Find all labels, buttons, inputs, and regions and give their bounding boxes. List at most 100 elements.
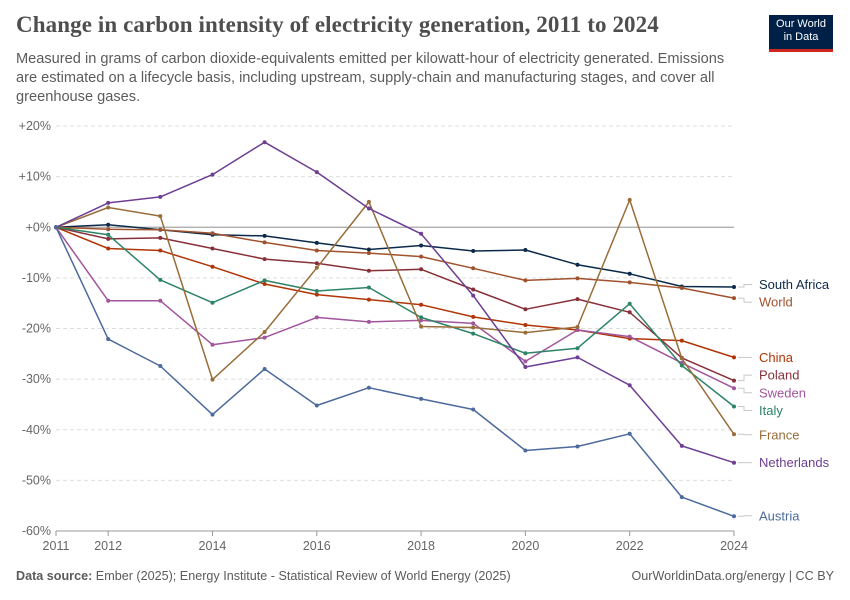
- data-point: [366, 285, 371, 290]
- data-point: [419, 324, 424, 329]
- series-south-africa: [54, 222, 736, 289]
- data-point: [106, 222, 111, 227]
- x-tick-label: 2016: [303, 539, 331, 553]
- data-point: [210, 231, 215, 236]
- data-source: Data source: Ember (2025); Energy Instit…: [16, 569, 511, 583]
- data-point: [314, 403, 319, 408]
- owid-logo[interactable]: Our World in Data: [769, 15, 833, 52]
- data-point: [575, 276, 580, 281]
- data-point: [471, 321, 476, 326]
- y-tick-label: -20%: [22, 322, 51, 336]
- series-label: China: [759, 350, 794, 365]
- y-tick-label: -10%: [22, 271, 51, 285]
- data-point: [523, 351, 528, 356]
- chart-title: Change in carbon intensity of electricit…: [16, 12, 659, 37]
- data-point: [106, 227, 111, 232]
- data-point: [262, 330, 267, 334]
- data-point: [158, 364, 163, 368]
- data-point: [471, 249, 476, 253]
- x-tick-label: 2014: [199, 539, 227, 553]
- data-point: [262, 278, 267, 283]
- data-point: [210, 377, 215, 382]
- data-point: [419, 318, 424, 323]
- series-label: Italy: [759, 403, 783, 418]
- data-point: [314, 315, 319, 320]
- source-url[interactable]: OurWorldinData.org/energy | CC BY: [631, 569, 834, 583]
- data-point: [627, 280, 632, 285]
- series-line: [55, 226, 735, 299]
- data-point: [732, 432, 736, 437]
- data-point: [627, 271, 632, 276]
- series-france: [54, 197, 736, 437]
- series-label: France: [759, 427, 799, 442]
- data-point: [262, 233, 267, 238]
- data-point: [106, 236, 111, 241]
- data-point: [314, 261, 319, 266]
- data-point: [732, 514, 736, 519]
- data-point: [419, 396, 424, 401]
- data-point: [158, 248, 163, 253]
- series-line: [55, 199, 735, 435]
- data-point: [314, 170, 319, 175]
- series-italy: [54, 225, 736, 409]
- data-point: [471, 266, 476, 271]
- data-point: [732, 355, 736, 360]
- data-point: [366, 206, 371, 211]
- data-point: [262, 335, 267, 340]
- series-label: Austria: [759, 508, 800, 523]
- data-point: [366, 199, 371, 204]
- data-point: [523, 278, 528, 283]
- label-connector: [738, 297, 752, 303]
- series-label: Poland: [759, 368, 799, 383]
- grid-lines: [56, 125, 734, 481]
- data-point: [366, 268, 371, 273]
- data-point: [523, 307, 528, 312]
- data-point: [106, 232, 111, 237]
- series-line: [55, 141, 735, 464]
- data-point: [419, 315, 424, 320]
- data-point: [314, 292, 319, 297]
- data-point: [627, 197, 632, 202]
- series-label: Netherlands: [759, 455, 830, 470]
- data-point: [158, 235, 163, 240]
- data-point: [366, 297, 371, 302]
- data-point: [158, 194, 163, 199]
- logo-line-1: Our World: [776, 18, 826, 30]
- data-point: [262, 257, 267, 262]
- data-point: [679, 495, 684, 500]
- data-point: [54, 225, 58, 230]
- data-point: [262, 240, 267, 245]
- data-point: [419, 243, 424, 248]
- data-point: [627, 310, 632, 315]
- data-point: [732, 404, 736, 409]
- data-point: [262, 140, 267, 145]
- data-point: [262, 367, 267, 371]
- label-connector: [738, 374, 752, 382]
- data-source-text[interactable]: Ember (2025); Energy Institute - Statist…: [95, 569, 511, 583]
- data-point: [314, 265, 319, 270]
- data-point: [314, 289, 319, 293]
- data-point: [158, 227, 163, 232]
- data-source-label: Data source:: [16, 569, 93, 583]
- chart-subtitle: Measured in grams of carbon dioxide-equi…: [16, 51, 725, 105]
- data-point: [471, 407, 476, 412]
- data-point: [575, 262, 580, 267]
- data-point: [419, 267, 424, 272]
- x-tick-label: 2011: [43, 539, 70, 553]
- series-line: [55, 226, 735, 389]
- data-point: [575, 328, 580, 332]
- data-point: [158, 277, 163, 282]
- data-point: [679, 363, 684, 368]
- data-point: [627, 431, 632, 436]
- y-tick-label: -50%: [22, 473, 51, 487]
- data-point: [106, 337, 111, 342]
- data-point: [366, 385, 371, 390]
- data-point: [732, 460, 736, 465]
- data-point: [210, 246, 215, 251]
- data-point: [523, 248, 528, 252]
- data-point: [366, 251, 371, 256]
- x-tick-label: 2024: [720, 539, 748, 553]
- x-tick-label: 2018: [407, 539, 435, 553]
- data-point: [679, 338, 684, 343]
